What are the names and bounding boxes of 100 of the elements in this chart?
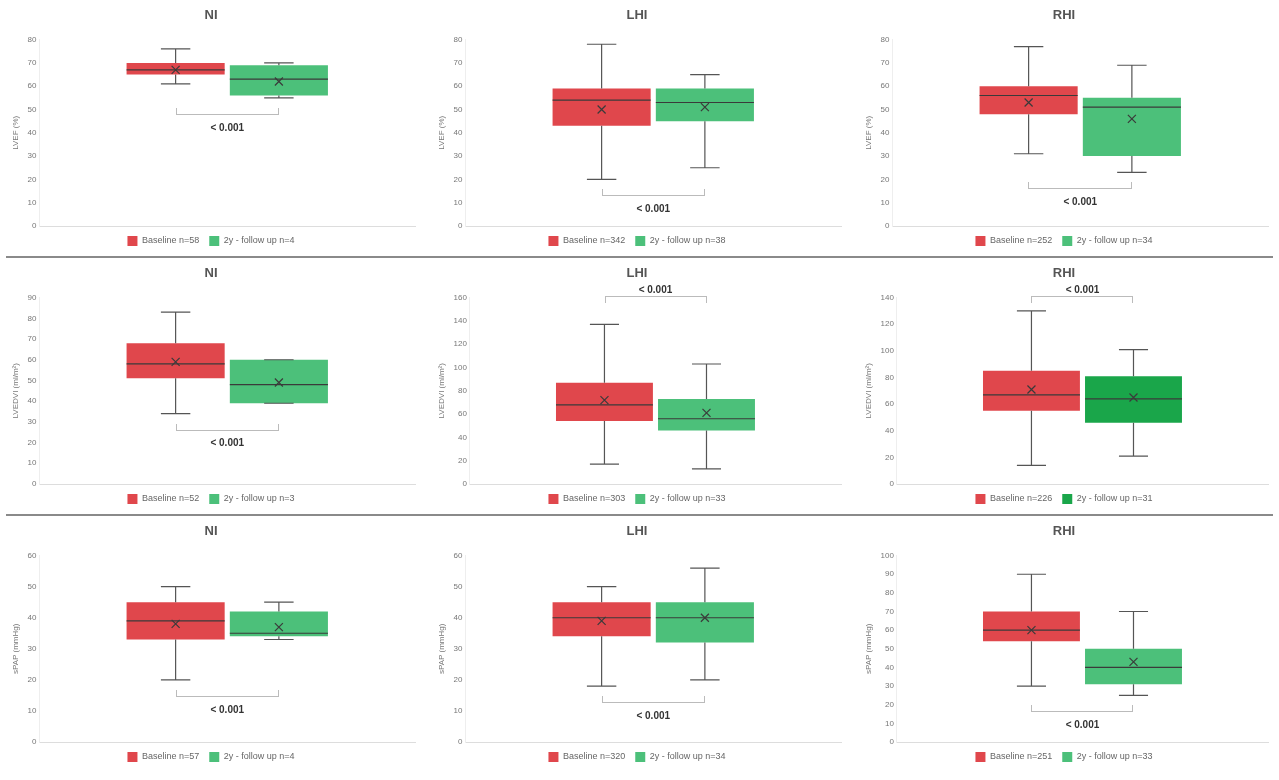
- y-tick-label: 10: [27, 197, 38, 207]
- y-tick-label: 120: [454, 339, 468, 349]
- y-tick-label: 90: [27, 292, 38, 302]
- legend-label: Baseline n=52: [142, 493, 200, 504]
- y-tick-label: 70: [27, 334, 38, 344]
- y-tick-label: 50: [27, 104, 38, 114]
- y-tick-label: 20: [884, 452, 895, 462]
- y-tick-label: 70: [880, 58, 890, 68]
- y-axis-title: LVEF (%): [437, 115, 447, 150]
- chart-title: RHI: [1052, 523, 1076, 539]
- y-tick-label: 10: [454, 197, 464, 207]
- y-tick-label: 70: [454, 58, 464, 68]
- y-tick-label: 10: [884, 718, 895, 728]
- y-tick-label: 30: [27, 151, 38, 161]
- y-tick-label: 50: [454, 104, 464, 114]
- y-tick-label: 50: [884, 644, 895, 653]
- y-tick-label: 30: [880, 151, 890, 161]
- chart-title: NI: [204, 523, 218, 539]
- y-tick-label: 80: [27, 34, 38, 44]
- y-tick-label: 70: [884, 606, 895, 616]
- legend-label: Baseline n=57: [142, 751, 200, 762]
- y-tick-label: 80: [884, 588, 895, 598]
- y-tick-label: 50: [880, 104, 890, 114]
- legend-label: 2y - follow up n=4: [223, 751, 295, 762]
- y-tick-label: 0: [884, 221, 890, 231]
- annotation: < 0.001: [210, 121, 245, 133]
- y-tick-label: 50: [454, 581, 464, 591]
- y-tick-label: 20: [454, 174, 464, 184]
- y-tick-label: 60: [454, 81, 464, 91]
- y-tick-label: 40: [27, 396, 38, 406]
- y-tick-label: 60: [458, 409, 468, 419]
- y-axis-title: LVEDVI (ml/m²): [437, 362, 447, 419]
- y-tick-label: 40: [454, 128, 464, 137]
- y-axis-title: LVEF (%): [11, 115, 21, 150]
- annotation: < 0.001: [636, 203, 671, 215]
- y-tick-label: 20: [884, 699, 895, 709]
- y-tick-label: 30: [27, 644, 38, 653]
- y-tick-label: 20: [458, 455, 468, 465]
- y-tick-label: 70: [27, 58, 38, 68]
- y-tick-label: 60: [27, 550, 38, 560]
- y-tick-label: 20: [27, 675, 38, 685]
- text: < 0.001: [1065, 284, 1100, 296]
- y-tick-label: 80: [880, 34, 890, 44]
- y-tick-label: 0: [889, 479, 895, 489]
- legend-label: Baseline n=342: [563, 235, 626, 246]
- y-tick-label: 20: [27, 437, 38, 447]
- annotation: < 0.001: [210, 703, 245, 715]
- legend-label: 2y - follow up n=34: [1076, 235, 1153, 246]
- y-tick-label: 30: [454, 151, 464, 161]
- y-axis-title: sPAP (mmHg): [863, 623, 873, 674]
- y-tick-label: 10: [454, 706, 464, 716]
- annotation: < 0.001: [1065, 719, 1100, 731]
- y-tick-label: 40: [27, 612, 38, 622]
- y-tick-label: 10: [27, 458, 38, 468]
- y-tick-label: 0: [32, 737, 38, 747]
- annotation: < 0.001: [1063, 196, 1098, 208]
- y-tick-label: 40: [884, 425, 895, 435]
- y-tick-label: 20: [27, 174, 38, 184]
- y-tick-label: 40: [880, 128, 890, 137]
- y-tick-label: 60: [884, 399, 895, 409]
- y-axis-title: sPAP (mmHg): [11, 623, 21, 674]
- legend-label: Baseline n=58: [142, 235, 200, 246]
- y-tick-label: 140: [880, 292, 895, 302]
- y-tick-label: 120: [880, 319, 895, 329]
- y-tick-label: 40: [458, 432, 468, 442]
- y-tick-label: 0: [462, 479, 468, 489]
- legend-label: Baseline n=252: [989, 235, 1053, 246]
- y-tick-label: 50: [27, 375, 38, 385]
- y-tick-label: 0: [32, 221, 38, 231]
- y-tick-label: 140: [454, 316, 468, 326]
- y-tick-label: 40: [884, 662, 895, 672]
- y-tick-label: 50: [27, 581, 38, 591]
- y-tick-label: 40: [27, 128, 38, 137]
- legend-label: Baseline n=251: [989, 751, 1053, 762]
- y-tick-label: 100: [454, 362, 468, 372]
- y-tick-label: 30: [27, 417, 38, 427]
- y-tick-label: 60: [880, 81, 890, 91]
- y-tick-label: 30: [454, 644, 464, 653]
- y-tick-label: 40: [454, 612, 464, 622]
- y-axis-title: LVEF (%): [863, 115, 873, 150]
- legend-label: 2y - follow up n=34: [650, 751, 727, 762]
- legend-label: 2y - follow up n=33: [1076, 751, 1153, 762]
- y-tick-label: 100: [880, 550, 895, 560]
- legend-label: Baseline n=320: [563, 751, 626, 762]
- y-tick-label: 80: [884, 372, 895, 382]
- y-tick-label: 20: [880, 174, 890, 184]
- chart-title: RHI: [1052, 265, 1076, 281]
- legend-label: 2y - follow up n=4: [223, 235, 295, 246]
- chart-title: NI: [204, 7, 218, 23]
- y-tick-label: 60: [884, 625, 895, 635]
- y-tick-label: 0: [458, 221, 464, 231]
- y-tick-label: 80: [454, 34, 464, 44]
- y-tick-label: 60: [27, 81, 38, 91]
- chart-title: NI: [204, 265, 218, 281]
- legend-label: Baseline n=303: [563, 493, 626, 504]
- chart-title: RHI: [1052, 7, 1076, 23]
- y-tick-label: 80: [27, 313, 38, 323]
- chart-title: LHI: [627, 523, 648, 539]
- legend-label: 2y - follow up n=38: [650, 235, 727, 246]
- text: < 0.001: [639, 284, 674, 296]
